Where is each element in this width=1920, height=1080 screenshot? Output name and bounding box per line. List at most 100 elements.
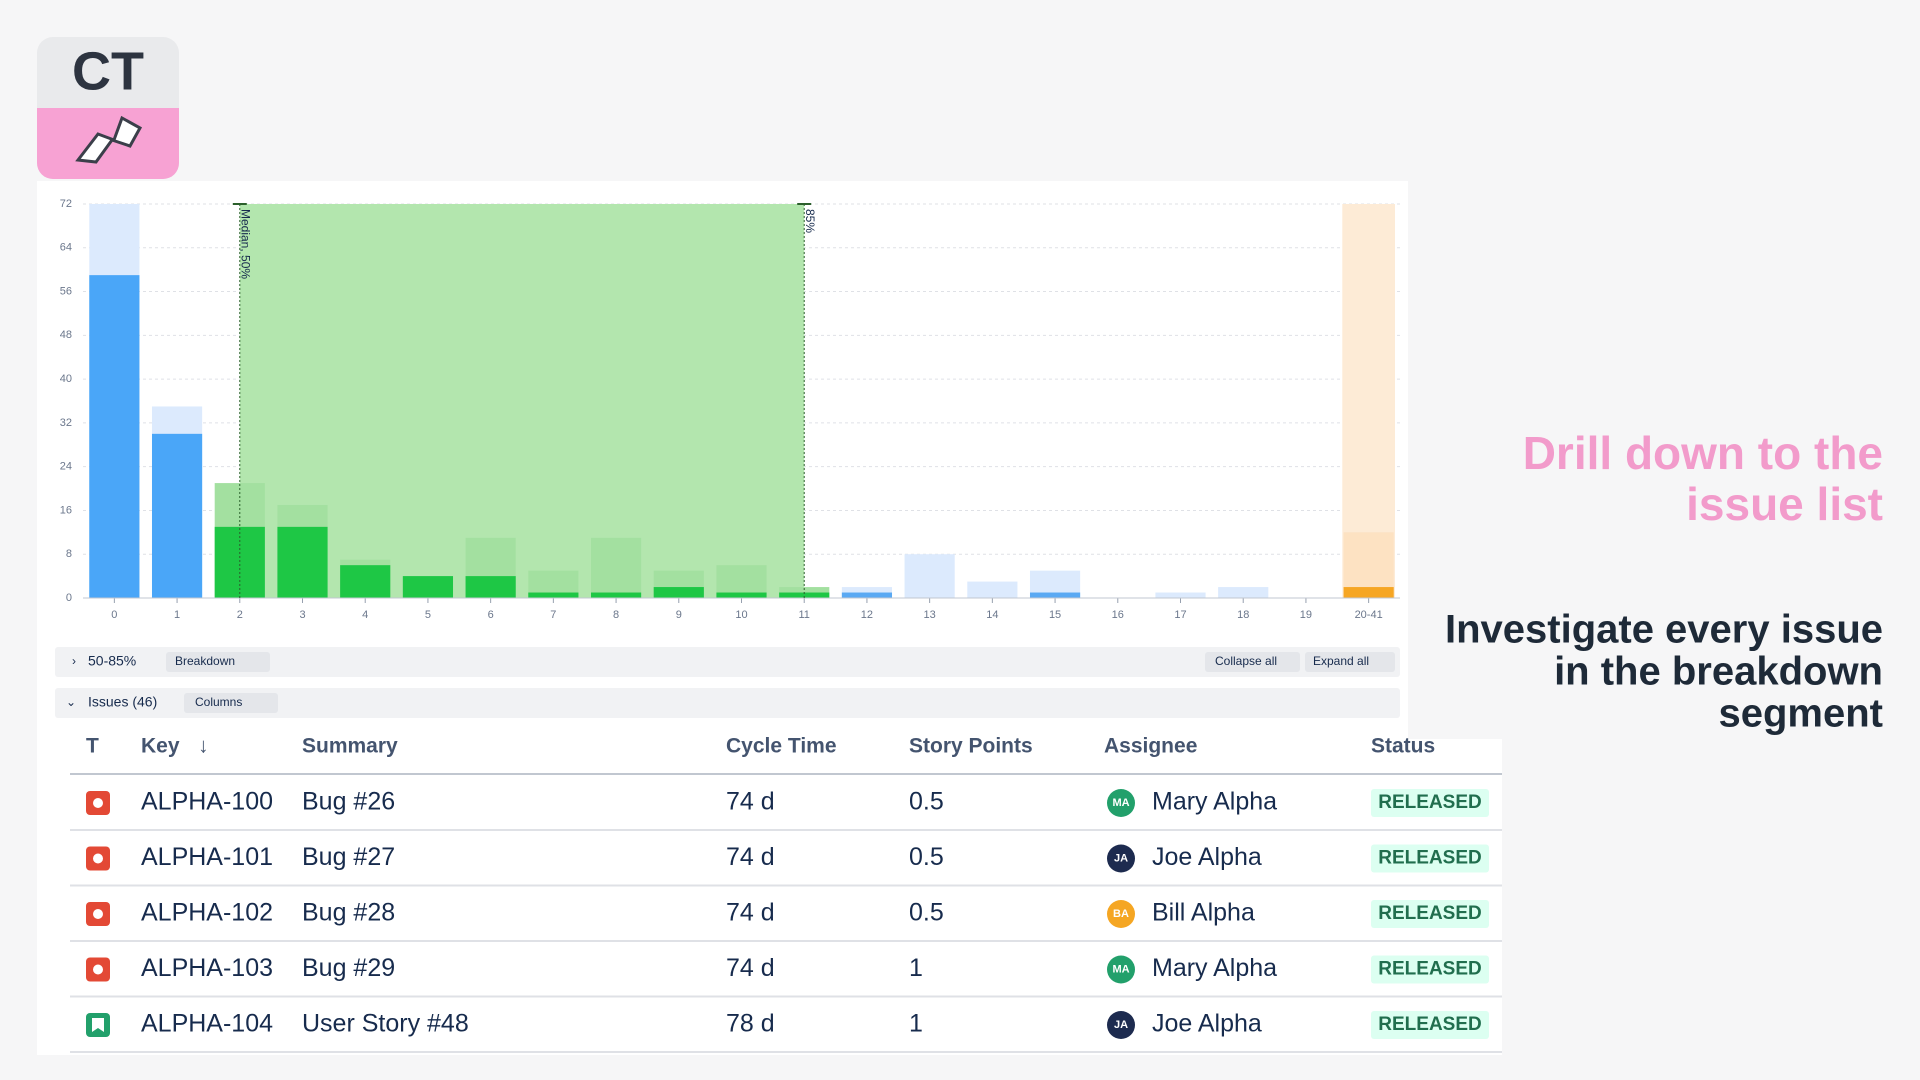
- y-tick-label: 32: [60, 417, 72, 429]
- expand-button[interactable]: [1305, 652, 1395, 672]
- logo-text: CT: [72, 41, 144, 101]
- y-tick-label: 64: [60, 242, 72, 254]
- subline: in the breakdown: [1554, 650, 1883, 694]
- breakdown-bar[interactable]: [55, 647, 1400, 677]
- cell-status: RELEASED: [1378, 1014, 1481, 1035]
- columns-button-text: Columns: [195, 695, 242, 709]
- cell-assignee: Bill Alpha: [1152, 899, 1255, 927]
- headline: issue list: [1686, 478, 1883, 530]
- bar: [277, 526, 328, 598]
- y-tick-label: 8: [66, 548, 72, 560]
- x-tick-label: 16: [1112, 609, 1124, 621]
- columns-button[interactable]: [184, 693, 278, 713]
- avatar-initials: JA: [1114, 852, 1128, 864]
- avatar: [1107, 789, 1135, 817]
- cell-story-points: 0.5: [909, 788, 944, 816]
- cell-key: ALPHA-100: [141, 788, 273, 816]
- bug-glyph: [93, 964, 103, 975]
- x-tick-label: 18: [1237, 609, 1249, 621]
- x-tick-label: 1: [174, 609, 180, 621]
- cell-assignee: Joe Alpha: [1152, 843, 1262, 871]
- cell-story-points: 1: [909, 1010, 923, 1038]
- x-tick-label: 14: [986, 609, 998, 621]
- subline: segment: [1719, 692, 1884, 736]
- collapse-text: Collapse all: [1215, 654, 1277, 668]
- x-tick-label: 8: [613, 609, 619, 621]
- avatar-initials: MA: [1112, 963, 1129, 975]
- y-tick-label: 24: [60, 461, 72, 473]
- x-tick-label: 3: [299, 609, 305, 621]
- status-badge: [1371, 789, 1489, 817]
- cell-key: ALPHA-104: [141, 1010, 273, 1038]
- cell-assignee: Joe Alpha: [1152, 1010, 1262, 1038]
- cell-summary: Bug #26: [302, 788, 395, 816]
- status-badge: [1371, 1011, 1489, 1039]
- x-tick-label: 11: [799, 609, 810, 621]
- breakdown-button[interactable]: [166, 652, 270, 672]
- y-tick-label: 40: [60, 373, 72, 385]
- x-tick-label: 0: [111, 609, 117, 621]
- collapse-button[interactable]: [1205, 652, 1300, 672]
- cell-summary: Bug #28: [302, 899, 395, 927]
- avatar: [1107, 955, 1135, 984]
- cell-status: RELEASED: [1378, 903, 1481, 924]
- column-header: Assignee: [1104, 735, 1197, 758]
- marker-label: 85%: [803, 209, 817, 233]
- status-badge: [1371, 844, 1489, 873]
- column-header: Status: [1371, 735, 1435, 758]
- sort-arrow: ↓: [198, 735, 209, 758]
- cell-key: ALPHA-101: [141, 843, 273, 871]
- cell-story-points: 1: [909, 954, 923, 982]
- cell-assignee: Mary Alpha: [1152, 788, 1277, 816]
- cell-cycle-time: 74 d: [726, 843, 775, 871]
- issues-bar[interactable]: [55, 688, 1400, 718]
- cell-summary: Bug #27: [302, 843, 395, 871]
- bar: [904, 554, 955, 598]
- bar: [590, 592, 642, 598]
- cell-cycle-time: 74 d: [726, 788, 775, 816]
- y-tick-label: 48: [60, 329, 72, 341]
- bug-glyph: [93, 798, 103, 808]
- bug-glyph: [93, 909, 103, 919]
- issue-table: T Key Summary Cycle Time Story Points Assigne…: [70, 735, 1502, 1053]
- y-tick-label: 16: [60, 504, 72, 516]
- breakdown-button-text: Breakdown: [175, 654, 235, 668]
- x-tick-label: 6: [488, 609, 494, 621]
- bug-glyph: [93, 853, 103, 864]
- cell-status: RELEASED: [1378, 848, 1481, 869]
- status-badge: [1371, 955, 1489, 984]
- y-tick-label: 56: [60, 285, 72, 297]
- logo-icon: [75, 115, 143, 164]
- subline: Investigate every issue: [1445, 608, 1883, 652]
- cell-assignee: Mary Alpha: [1152, 954, 1277, 982]
- chevron: ⌄: [66, 695, 76, 709]
- x-tick-label: 5: [425, 609, 431, 621]
- column-header: T: [86, 735, 99, 758]
- bar: [653, 587, 704, 598]
- column-header: Cycle Time: [726, 735, 837, 758]
- avatar: [1107, 1011, 1135, 1039]
- bar: [402, 576, 454, 598]
- x-tick-label: 10: [735, 609, 747, 621]
- bar: [716, 592, 767, 598]
- avatar: [1107, 900, 1135, 928]
- bar: [779, 592, 830, 598]
- cell-key: ALPHA-103: [141, 954, 273, 982]
- x-tick-label: 4: [362, 609, 368, 621]
- cell-key: ALPHA-102: [141, 899, 273, 927]
- column-header: Story Points: [909, 735, 1033, 758]
- bar: [841, 592, 893, 598]
- cell-status: RELEASED: [1378, 792, 1481, 813]
- x-tick-label: 17: [1174, 609, 1186, 621]
- cell-cycle-time: 78 d: [726, 1010, 775, 1038]
- bar: [967, 581, 1018, 598]
- bar: [1155, 592, 1206, 598]
- x-tick-label: 13: [924, 609, 936, 621]
- x-tick-label: 20-41: [1355, 609, 1383, 621]
- cell-status: RELEASED: [1378, 959, 1481, 980]
- x-tick-label: 19: [1300, 609, 1312, 621]
